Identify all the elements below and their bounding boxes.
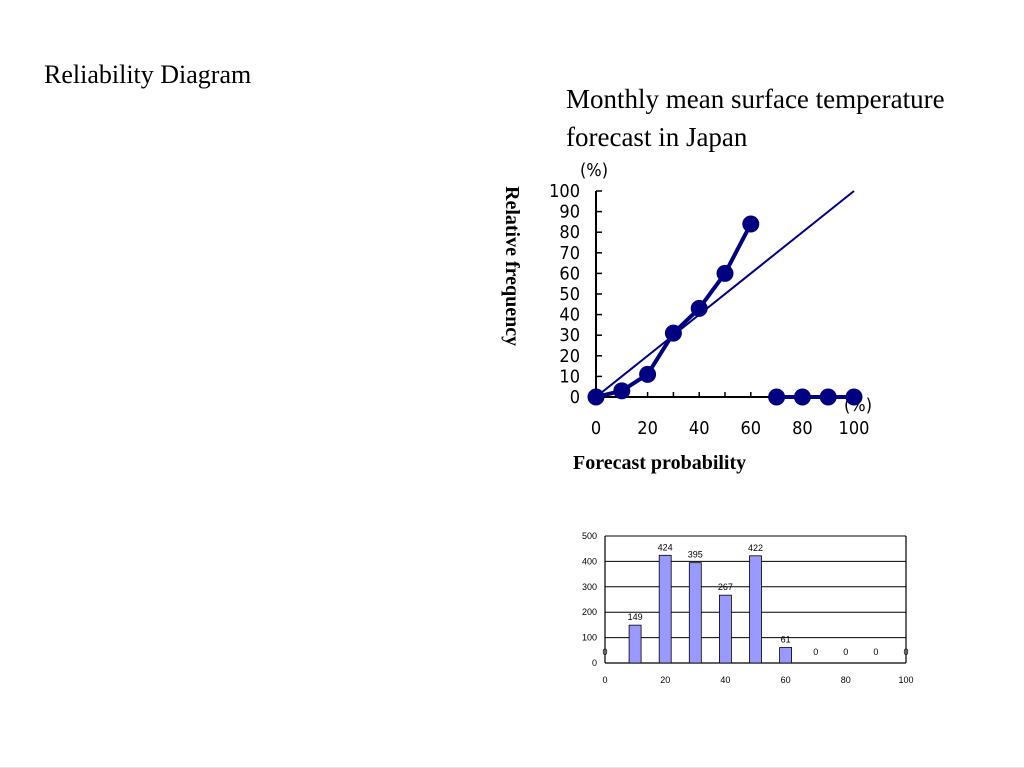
bar-data-label: 0 [903, 647, 908, 657]
y-tick-label: 500 [582, 531, 597, 541]
bar-data-label: 0 [813, 647, 818, 657]
x-tick-label: 100 [898, 675, 913, 685]
y-tick-label: 100 [549, 181, 580, 202]
y-tick-label: 80 [559, 222, 580, 243]
data-point [664, 324, 682, 342]
x-tick-label: 20 [660, 675, 670, 685]
y-axis-label: Relative frequency [501, 186, 523, 347]
chart-title: Monthly mean surface temperature forecas… [566, 84, 945, 152]
y-tick-label: 70 [559, 243, 580, 264]
y-tick-label: 10 [559, 366, 580, 387]
x-tick-label: 80 [841, 675, 851, 685]
x-tick-label: 40 [689, 418, 710, 439]
bar-data-label: 0 [873, 647, 878, 657]
bar [628, 624, 642, 664]
bar-data-label: 422 [748, 543, 763, 553]
y-tick-label: 60 [559, 263, 580, 284]
y-tick-label: 40 [559, 305, 580, 326]
x-tick-label: 0 [591, 418, 601, 439]
y-unit-label: (%) [580, 160, 608, 181]
y-tick-label: 0 [592, 658, 597, 668]
slide-title: Reliability Diagram [44, 60, 252, 89]
bar-data-label: 424 [658, 542, 673, 552]
y-tick-label: 90 [559, 202, 580, 223]
y-tick-label: 200 [582, 607, 597, 617]
y-tick-label: 300 [582, 582, 597, 592]
x-tick-label: 40 [720, 675, 730, 685]
bar-data-label: 0 [602, 647, 607, 657]
bar [779, 647, 792, 664]
bar [719, 594, 732, 664]
bar [658, 554, 672, 664]
x-tick-label: 80 [792, 418, 813, 439]
bar-data-label: 267 [718, 582, 733, 592]
data-point [639, 365, 657, 383]
data-point [819, 388, 837, 406]
x-tick-label: 20 [637, 418, 658, 439]
y-tick-label: 20 [559, 346, 580, 367]
data-point [690, 299, 708, 317]
bar-data-label: 395 [688, 550, 703, 560]
y-tick-label: 50 [559, 284, 580, 305]
data-point [613, 382, 631, 400]
data-point [742, 215, 760, 233]
x-tick-label: 60 [781, 675, 791, 685]
x-tick-label: 100 [839, 418, 870, 439]
bar-data-label: 149 [628, 612, 643, 622]
x-tick-label: 60 [740, 418, 761, 439]
data-point [587, 388, 605, 406]
bar-data-label: 0 [843, 647, 848, 657]
data-point [768, 388, 786, 406]
x-axis-label: Forecast probability [573, 452, 747, 474]
data-point [716, 264, 734, 282]
bar-data-label: 61 [781, 635, 791, 645]
y-tick-label: 30 [559, 325, 580, 346]
y-tick-label: 0 [570, 387, 580, 408]
diagonal-reference-line [595, 190, 855, 398]
bar [688, 562, 702, 664]
bar [749, 555, 762, 664]
y-tick-label: 400 [582, 556, 597, 566]
y-tick-label: 100 [582, 633, 597, 643]
data-point [845, 388, 863, 406]
x-tick-label: 0 [602, 675, 607, 685]
data-point [793, 388, 811, 406]
